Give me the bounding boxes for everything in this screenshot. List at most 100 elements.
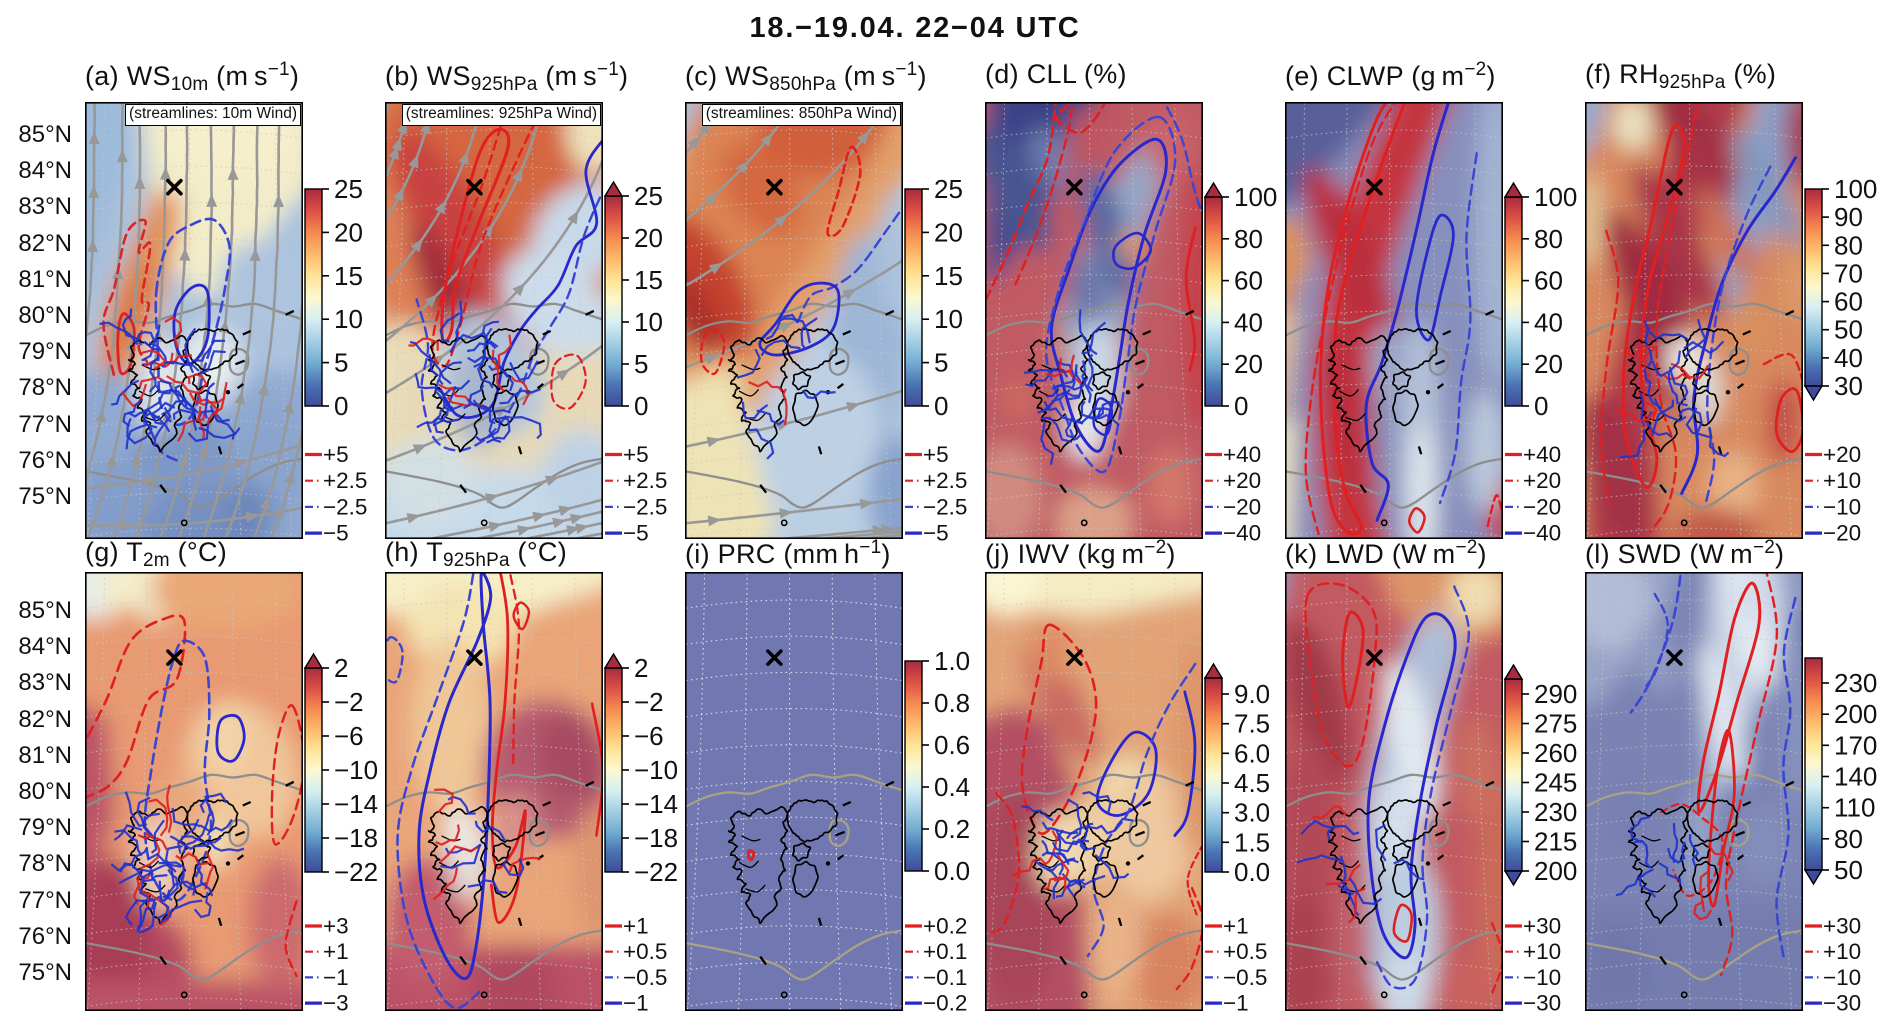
svg-text:+1: +1 bbox=[623, 914, 649, 939]
svg-text:200: 200 bbox=[1834, 699, 1877, 729]
svg-text:+2.5: +2.5 bbox=[923, 468, 967, 493]
svg-text:+10: +10 bbox=[1823, 939, 1861, 964]
svg-text:80: 80 bbox=[1834, 824, 1863, 854]
svg-text:230: 230 bbox=[1834, 668, 1877, 698]
svg-text:60: 60 bbox=[1234, 266, 1263, 296]
svg-text:+0.5: +0.5 bbox=[623, 939, 667, 964]
svg-text:−18: −18 bbox=[634, 823, 678, 853]
svg-text:230: 230 bbox=[1534, 797, 1577, 827]
svg-text:−20: −20 bbox=[1523, 494, 1561, 519]
svg-text:−40: −40 bbox=[1223, 521, 1261, 546]
svg-text:140: 140 bbox=[1834, 762, 1877, 792]
svg-text:40: 40 bbox=[1534, 307, 1563, 337]
svg-text:−20: −20 bbox=[1823, 521, 1861, 546]
svg-text:−2.5: −2.5 bbox=[923, 494, 967, 519]
svg-text:0.0: 0.0 bbox=[934, 856, 970, 886]
svg-text:−0.5: −0.5 bbox=[623, 965, 667, 990]
svg-text:−10: −10 bbox=[634, 755, 678, 785]
svg-text:−2.5: −2.5 bbox=[323, 494, 367, 519]
svg-text:275: 275 bbox=[1534, 709, 1577, 739]
svg-text:−3: −3 bbox=[323, 991, 349, 1016]
svg-text:+5: +5 bbox=[323, 442, 349, 467]
svg-text:−6: −6 bbox=[634, 721, 664, 751]
svg-text:80: 80 bbox=[1534, 224, 1563, 254]
svg-text:20: 20 bbox=[334, 217, 363, 247]
svg-text:−0.2: −0.2 bbox=[923, 991, 967, 1016]
svg-text:+2.5: +2.5 bbox=[623, 468, 667, 493]
svg-text:2: 2 bbox=[634, 653, 648, 683]
svg-text:20: 20 bbox=[1234, 349, 1263, 379]
svg-text:100: 100 bbox=[1234, 182, 1277, 212]
svg-text:290: 290 bbox=[1534, 679, 1577, 709]
svg-text:+10: +10 bbox=[1523, 939, 1561, 964]
svg-text:+20: +20 bbox=[1223, 468, 1261, 493]
svg-text:20: 20 bbox=[634, 223, 663, 253]
svg-text:4.5: 4.5 bbox=[1234, 768, 1270, 798]
svg-text:−40: −40 bbox=[1523, 521, 1561, 546]
svg-text:+20: +20 bbox=[1523, 468, 1561, 493]
svg-text:70: 70 bbox=[1834, 258, 1863, 288]
svg-text:0: 0 bbox=[1534, 391, 1548, 421]
svg-text:110: 110 bbox=[1834, 793, 1875, 823]
svg-text:10: 10 bbox=[334, 304, 363, 334]
svg-text:+1: +1 bbox=[1223, 914, 1249, 939]
svg-text:50: 50 bbox=[1834, 855, 1863, 885]
svg-text:+0.5: +0.5 bbox=[1223, 939, 1267, 964]
svg-text:25: 25 bbox=[934, 174, 963, 204]
svg-text:0.0: 0.0 bbox=[1234, 857, 1270, 887]
svg-text:5: 5 bbox=[334, 348, 348, 378]
svg-text:−14: −14 bbox=[634, 789, 678, 819]
svg-text:1.0: 1.0 bbox=[934, 646, 970, 676]
svg-text:0: 0 bbox=[934, 391, 948, 421]
svg-text:−2: −2 bbox=[634, 687, 664, 717]
svg-text:+0.1: +0.1 bbox=[923, 939, 967, 964]
svg-text:20: 20 bbox=[934, 217, 963, 247]
svg-text:0: 0 bbox=[334, 391, 348, 421]
svg-text:0.4: 0.4 bbox=[934, 772, 970, 802]
svg-text:−5: −5 bbox=[323, 521, 349, 546]
svg-text:−5: −5 bbox=[923, 521, 949, 546]
svg-text:+30: +30 bbox=[1523, 914, 1561, 939]
svg-text:80: 80 bbox=[1834, 230, 1863, 260]
svg-text:+30: +30 bbox=[1823, 914, 1861, 939]
svg-text:−0.1: −0.1 bbox=[923, 965, 967, 990]
svg-text:+1: +1 bbox=[323, 939, 349, 964]
svg-text:1.5: 1.5 bbox=[1234, 827, 1270, 857]
svg-text:25: 25 bbox=[634, 181, 663, 211]
svg-text:+5: +5 bbox=[923, 442, 949, 467]
svg-text:60: 60 bbox=[1834, 287, 1863, 317]
svg-text:+3: +3 bbox=[323, 914, 349, 939]
svg-text:+20: +20 bbox=[1823, 442, 1861, 467]
svg-text:−5: −5 bbox=[623, 521, 649, 546]
svg-text:0: 0 bbox=[1234, 391, 1248, 421]
svg-text:245: 245 bbox=[1534, 768, 1577, 798]
svg-text:+40: +40 bbox=[1523, 442, 1561, 467]
svg-text:+5: +5 bbox=[623, 442, 649, 467]
svg-text:7.5: 7.5 bbox=[1234, 709, 1270, 739]
svg-text:100: 100 bbox=[1834, 174, 1877, 204]
svg-text:+0.2: +0.2 bbox=[923, 914, 967, 939]
svg-text:5: 5 bbox=[934, 348, 948, 378]
svg-text:−10: −10 bbox=[334, 755, 378, 785]
svg-text:−30: −30 bbox=[1823, 991, 1861, 1016]
svg-text:0.2: 0.2 bbox=[934, 814, 970, 844]
svg-text:40: 40 bbox=[1834, 343, 1863, 373]
svg-text:20: 20 bbox=[1534, 349, 1563, 379]
svg-text:215: 215 bbox=[1534, 827, 1577, 857]
svg-text:200: 200 bbox=[1534, 856, 1577, 886]
svg-text:−2: −2 bbox=[334, 687, 364, 717]
svg-text:50: 50 bbox=[1834, 315, 1863, 345]
svg-text:40: 40 bbox=[1234, 307, 1263, 337]
svg-text:+2.5: +2.5 bbox=[323, 468, 367, 493]
svg-text:−20: −20 bbox=[1223, 494, 1261, 519]
svg-text:5: 5 bbox=[634, 349, 648, 379]
svg-text:−10: −10 bbox=[1523, 965, 1561, 990]
svg-text:−22: −22 bbox=[334, 857, 378, 887]
svg-text:25: 25 bbox=[334, 174, 363, 204]
svg-text:60: 60 bbox=[1534, 266, 1563, 296]
svg-text:9.0: 9.0 bbox=[1234, 679, 1270, 709]
svg-text:0.6: 0.6 bbox=[934, 730, 970, 760]
svg-text:90: 90 bbox=[1834, 202, 1863, 232]
svg-text:−1: −1 bbox=[1223, 991, 1249, 1016]
svg-text:−0.5: −0.5 bbox=[1223, 965, 1267, 990]
